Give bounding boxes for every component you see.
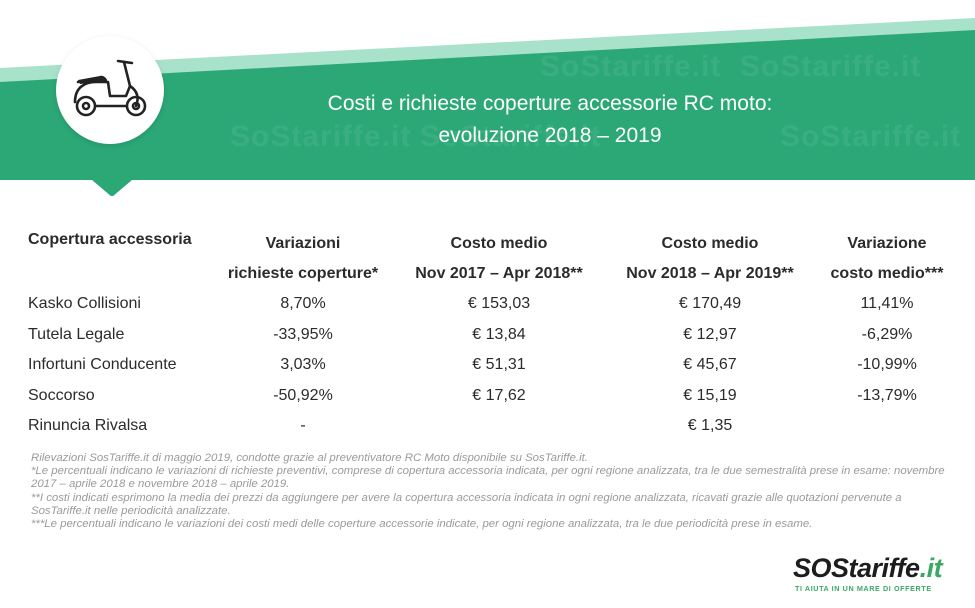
logo-part-sos: SOS: [793, 553, 849, 583]
column-header-requests-sub: richieste coperture*: [227, 265, 379, 282]
header-band: SoStariffe.it SoStariffe.it SoStariffe.i…: [0, 0, 975, 196]
cell-cost-2018: € 153,03: [467, 295, 531, 313]
cell-coverage: Infortuni Conducente: [28, 356, 177, 374]
logo-part-it: .it: [919, 553, 943, 583]
column-header-requests: Variazioni: [265, 235, 341, 252]
table-row: Tutela Legale -33,95% € 13,84 € 12,97 -6…: [28, 320, 958, 351]
sostariffe-logo: SOStariffe.it TI AIUTA IN UN MARE DI OFF…: [793, 553, 953, 597]
coverage-table: Copertura accessoria Variazioni Costo me…: [28, 229, 958, 442]
footnote-costs: **I costi indicati esprimono la media de…: [31, 491, 902, 517]
table-row: Rinuncia Rivalsa - € 1,35: [28, 411, 958, 442]
cell-cost-change: -10,99%: [857, 356, 917, 374]
header-background: [0, 18, 975, 196]
cell-cost-change: 11,41%: [860, 295, 914, 313]
header-green-band: [0, 30, 975, 180]
column-header-coverage: Copertura accessoria: [28, 231, 192, 248]
table-header-row: Copertura accessoria Variazioni Costo me…: [28, 229, 958, 259]
column-header-cost-change: Variazione: [847, 235, 927, 252]
cell-requests-change: -50,92%: [273, 386, 333, 404]
table-row: Kasko Collisioni 8,70% € 153,03 € 170,49…: [28, 289, 958, 320]
table-header-row: richieste coperture* Nov 2017 – Apr 2018…: [28, 259, 958, 289]
column-header-cost-2019: Costo medio: [661, 235, 759, 252]
cell-coverage: Rinuncia Rivalsa: [28, 417, 148, 435]
header-pointer: [92, 180, 132, 196]
cell-cost-2018: € 13,84: [472, 325, 526, 343]
cell-cost-2019: € 170,49: [678, 295, 742, 313]
footnote-source: Rilevazioni SosTariffe.it di maggio 2019…: [31, 452, 588, 464]
cell-cost-2019: € 45,67: [683, 356, 737, 374]
scooter-badge: [56, 36, 164, 144]
page-title: Costi e richieste coperture accessorie R…: [300, 88, 800, 152]
cell-cost-change: -6,29%: [861, 325, 913, 343]
cell-requests-change: 3,03%: [280, 356, 326, 374]
scooter-icon: [73, 59, 147, 117]
watermark-text: SoStariffe.it: [740, 50, 922, 83]
logo-tagline: TI AIUTA IN UN MARE DI OFFERTE: [795, 584, 932, 593]
column-header-cost-change-sub: costo medio***: [830, 265, 944, 282]
watermark-text: SoStariffe.it: [230, 120, 412, 153]
title-line-1: Costi e richieste coperture accessorie R…: [327, 92, 773, 115]
cell-cost-2019: € 1,35: [687, 417, 733, 435]
cell-coverage: Tutela Legale: [28, 325, 125, 343]
cell-coverage: Soccorso: [28, 386, 95, 404]
cell-cost-2019: € 15,19: [683, 386, 737, 404]
cell-cost-change: -13,79%: [857, 386, 917, 404]
logo-part-tariffe: tariffe: [848, 553, 921, 583]
logo-wordmark: SOStariffe.it: [793, 553, 943, 584]
footnotes: Rilevazioni SosTariffe.it di maggio 2019…: [31, 452, 951, 531]
cell-requests-change: 8,70%: [280, 295, 326, 313]
cell-requests-change: -33,95%: [273, 325, 333, 343]
column-header-cost-2019-sub: Nov 2018 – Apr 2019**: [626, 265, 794, 282]
column-header-cost-2018-sub: Nov 2017 – Apr 2018**: [415, 265, 583, 282]
watermark-text: SoStariffe.it: [540, 50, 722, 83]
watermark-text: SoStariffe.it: [420, 120, 602, 153]
column-header-cost-2018: Costo medio: [450, 235, 548, 252]
table-row: Soccorso -50,92% € 17,62 € 15,19 -13,79%: [28, 381, 958, 412]
cell-requests-change: -: [300, 417, 306, 435]
cell-cost-2018: € 51,31: [472, 356, 526, 374]
cell-cost-2019: € 12,97: [683, 325, 737, 343]
cell-coverage: Kasko Collisioni: [28, 295, 141, 313]
table-row: Infortuni Conducente 3,03% € 51,31 € 45,…: [28, 350, 958, 381]
footnote-requests: *Le percentuali indicano le variazioni d…: [31, 465, 945, 491]
footnote-cost-change: ***Le percentuali indicano le variazioni…: [31, 518, 813, 531]
title-line-2: evoluzione 2018 – 2019: [438, 124, 662, 147]
cell-cost-2018: € 17,62: [472, 386, 526, 404]
watermark-text: SoStariffe.it: [780, 120, 962, 153]
